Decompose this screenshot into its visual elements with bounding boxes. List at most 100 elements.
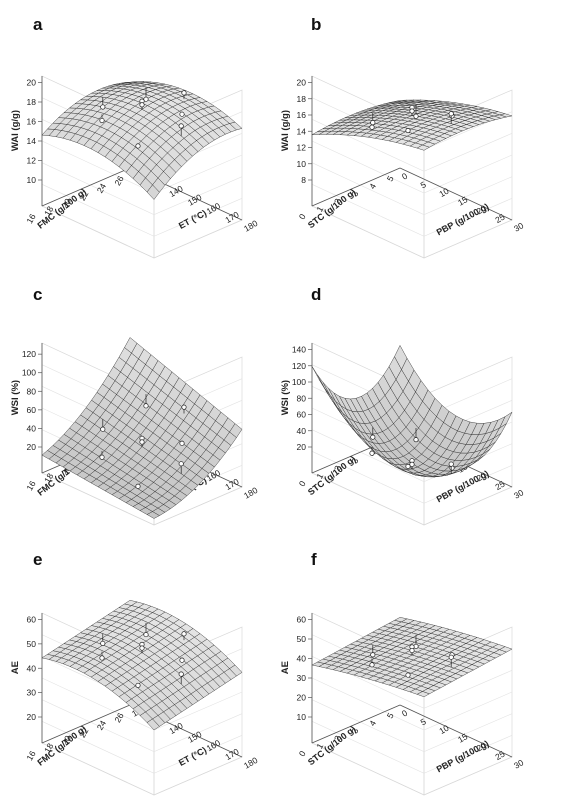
data-point [369,124,375,130]
wall-gridline [311,677,513,731]
z-tick-label: 14 [297,126,307,136]
left-tick-label: 16 [24,212,38,225]
right-axis-title: ET (°C) [177,208,208,231]
z-tick-label: 40 [297,426,307,436]
right-axis-title: ET (°C) [177,745,208,768]
z-tick-label: 20 [297,693,307,703]
right-tick-label: 180 [242,485,260,501]
wall-gridline [311,721,513,774]
left-tick-label: 26 [112,711,126,724]
surface [311,344,513,478]
left-tick-label: 18 [42,471,56,484]
right-tick-label: 0 [400,708,409,719]
data-point [135,483,141,489]
right-tick-label: 10 [437,723,450,737]
z-tick-label: 20 [27,712,37,722]
data-point [179,440,185,446]
data-point [139,102,145,108]
z-tick-label: 10 [27,175,37,185]
left-axis-line [41,704,131,744]
right-tick-label: 140 [167,183,185,199]
z-tick-label: 80 [297,393,307,403]
right-tick-label: 180 [242,755,260,771]
z-tick-label: 20 [297,78,307,88]
z-tick-label: 10 [297,159,307,169]
z-tick-label: 10 [297,712,307,722]
right-axis-line [399,167,513,221]
panel-label-c: c [33,285,42,304]
z-tick-label: 50 [27,639,37,649]
left-axis-line [311,167,401,207]
z-tick-label: 40 [27,663,37,673]
z-tick-label: 12 [297,143,307,153]
z-tick-label: 16 [297,110,307,120]
panel-label-b: b [311,15,321,34]
left-tick-label: 1 [314,471,325,480]
surface [41,600,243,731]
data-point [370,120,376,126]
wall-gridline [311,184,513,237]
data-point [135,682,141,688]
left-tick-label: 3 [350,189,361,198]
wall-gridline [41,721,243,774]
right-tick-label: 180 [242,218,260,234]
right-tick-label: 30 [512,487,525,501]
z-tick-label: 60 [297,615,307,625]
left-tick-label: 2 [332,464,343,473]
left-axis-line [311,704,401,744]
left-tick-label: 22 [77,726,91,739]
z-tick-label: 100 [292,377,306,387]
left-tick-label: 0 [297,749,308,758]
z-tick-label: 60 [297,410,307,420]
left-tick-label: 16 [24,749,38,762]
right-tick-label: 20 [475,470,488,484]
data-point [448,461,454,467]
data-point [413,437,419,443]
data-point [181,404,187,410]
left-tick-label: 18 [42,204,56,217]
data-point [405,463,411,469]
data-point [179,657,185,663]
left-tick-label: 5 [385,711,396,720]
panel-label-a: a [33,15,43,34]
left-tick-label: 16 [24,479,38,492]
panel-label-d: d [311,285,321,304]
data-point [409,461,415,467]
wall-gridline [311,451,513,504]
left-tick-label: 0 [297,212,308,221]
left-tick-label: 26 [112,174,126,187]
z-tick-label: 100 [22,368,36,378]
right-axis-line [399,704,513,758]
wall-gridline [311,699,513,752]
left-tick-label: 18 [42,741,56,754]
data-point [100,104,106,110]
z-tick-label: 16 [27,117,37,127]
data-point [369,450,375,456]
right-tick-label: 160 [205,738,223,754]
left-tick-label: 24 [95,181,109,194]
wall-gridline [41,184,243,237]
right-tick-label: 0 [400,171,409,182]
data-point [370,434,376,440]
wall-gridline [311,162,513,215]
right-tick-label: 170 [223,746,241,762]
data-point [143,96,149,102]
z-tick-label: 20 [297,442,307,452]
left-tick-label: 2 [332,734,343,743]
left-tick-label: 3 [350,456,361,465]
data-point [448,111,454,117]
right-tick-label: 5 [419,716,428,727]
z-tick-label: 140 [292,345,306,355]
right-tick-label: 5 [419,179,428,190]
data-point [139,439,145,445]
data-point [178,461,184,467]
panel-label-e: e [33,550,42,569]
data-point [135,143,141,149]
surface [311,617,513,698]
